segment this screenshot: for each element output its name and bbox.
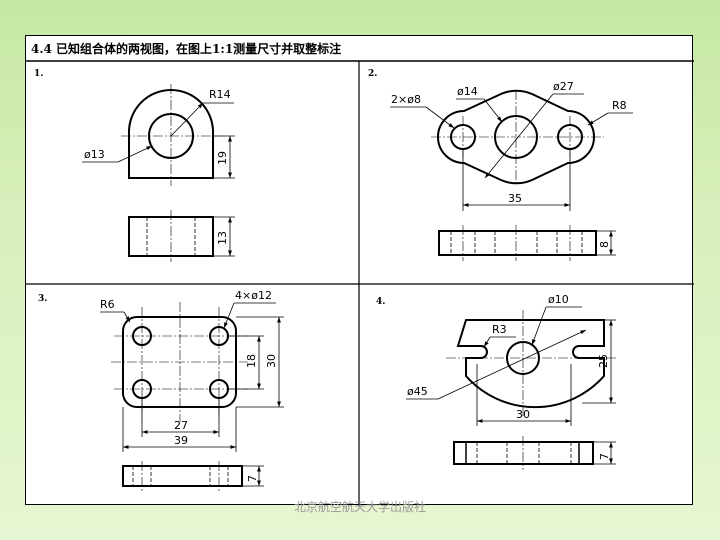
p4-height-label: 25 — [597, 354, 610, 368]
p1-height-label: 19 — [216, 151, 229, 165]
problem-2-bottom-view: 8 — [438, 225, 616, 261]
engineering-drawing: 4.4 已知组合体的两视图，在图上1:1测量尺寸并取整标注 1. 2. 3. 4… — [26, 41, 694, 506]
p4-hole-label: ø10 — [548, 293, 569, 306]
p3-thickness-label: 7 — [246, 475, 259, 482]
p2-center-hole-label: ø14 — [457, 85, 478, 98]
problem-4-bottom-view: 7 — [453, 436, 616, 470]
problem-2-front-view: 2×ø8 ø14 ø27 R8 35 — [390, 80, 633, 211]
p2-thickness-label: 8 — [598, 241, 611, 248]
p2-radius-label: R8 — [612, 99, 627, 112]
problem-2-number: 2. — [368, 69, 377, 79]
p4-width-label: 30 — [516, 408, 530, 421]
p1-hole-label: ø13 — [84, 148, 105, 161]
p4-thickness-label: 7 — [598, 453, 611, 460]
p2-small-holes-label: 2×ø8 — [391, 93, 421, 106]
problem-1-number: 1. — [34, 69, 43, 79]
p4-outer-circle-label: ø45 — [407, 385, 428, 398]
p3-holes-label: 4×ø12 — [235, 289, 272, 302]
problem-3-number: 3. — [38, 294, 47, 304]
p3-radius-label: R6 — [100, 298, 115, 311]
p3-inner-height-label: 18 — [245, 354, 258, 368]
p2-boss-label: ø27 — [553, 80, 574, 93]
problem-3-front-view: R6 4×ø12 18 30 27 39 — [100, 289, 284, 452]
p3-outer-width-label: 39 — [174, 434, 188, 447]
p3-inner-width-label: 27 — [174, 419, 188, 432]
problem-1-bottom-view: 13 — [128, 210, 235, 262]
p2-spacing-label: 35 — [508, 192, 522, 205]
problem-1-front-view: R14 ø13 19 — [82, 84, 235, 186]
p4-slot-radius-label: R3 — [492, 323, 507, 336]
p3-outer-height-label: 30 — [265, 354, 278, 368]
problem-4-number: 4. — [376, 297, 385, 307]
drawing-sheet: 4.4 已知组合体的两视图，在图上1:1测量尺寸并取整标注 1. 2. 3. 4… — [25, 35, 694, 506]
publisher-footer: 北京航空航天大学出版社 — [293, 500, 426, 514]
problem-3-bottom-view: 7 — [122, 461, 264, 491]
problem-4-front-view: ø10 R3 ø45 25 30 — [406, 293, 616, 426]
p1-radius-label: R14 — [209, 88, 231, 101]
exercise-title: 4.4 已知组合体的两视图，在图上1:1测量尺寸并取整标注 — [31, 41, 341, 56]
p1-bottom-height-label: 13 — [216, 231, 229, 245]
